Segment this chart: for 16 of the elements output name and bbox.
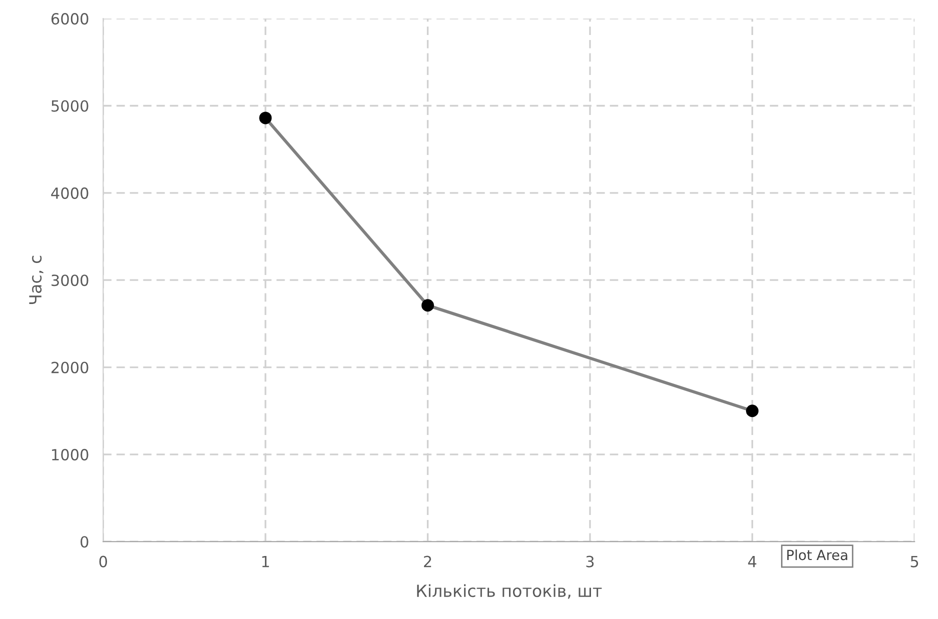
- y-tick-label: 6000: [51, 13, 88, 25]
- y-tick-label: 2000: [52, 362, 88, 374]
- y-tick-label: 1000: [52, 448, 88, 460]
- x-tick-label: 5: [910, 556, 918, 568]
- y-tick-label: 5000: [52, 100, 88, 112]
- text: Plot Area: [787, 549, 848, 560]
- y-axis-title: Час, с: [29, 256, 44, 304]
- x-tick-label: 4: [748, 556, 756, 568]
- x-tick-label: 1: [262, 556, 269, 568]
- y-tick-label: 0: [80, 536, 88, 548]
- x-tick-label: 0: [99, 556, 108, 568]
- x-tick-label: 3: [586, 556, 594, 568]
- y-tick-label: 4000: [51, 187, 88, 199]
- x-axis-title: Кількість потоків, шт: [417, 584, 602, 599]
- y-tick-label: 3000: [52, 274, 88, 286]
- x-tick-label: 2: [424, 556, 432, 568]
